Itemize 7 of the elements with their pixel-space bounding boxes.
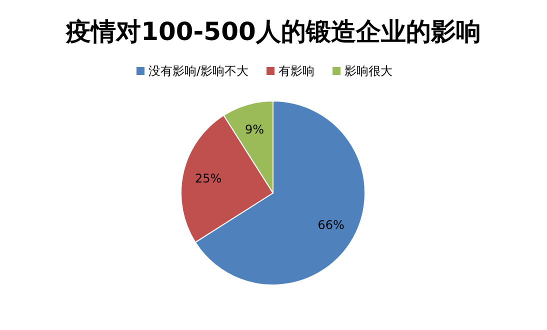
legend-label: 没有影响/影响不大 [148, 64, 249, 78]
data-label: 9% [244, 122, 264, 136]
legend-label: 有影响 [278, 64, 315, 78]
data-label: 25% [195, 172, 222, 186]
legend-label: 影响很大 [344, 64, 393, 78]
chart-title: 疫情对100-500人的锻造企业的影响 [65, 17, 481, 46]
data-label: 66% [318, 218, 344, 232]
